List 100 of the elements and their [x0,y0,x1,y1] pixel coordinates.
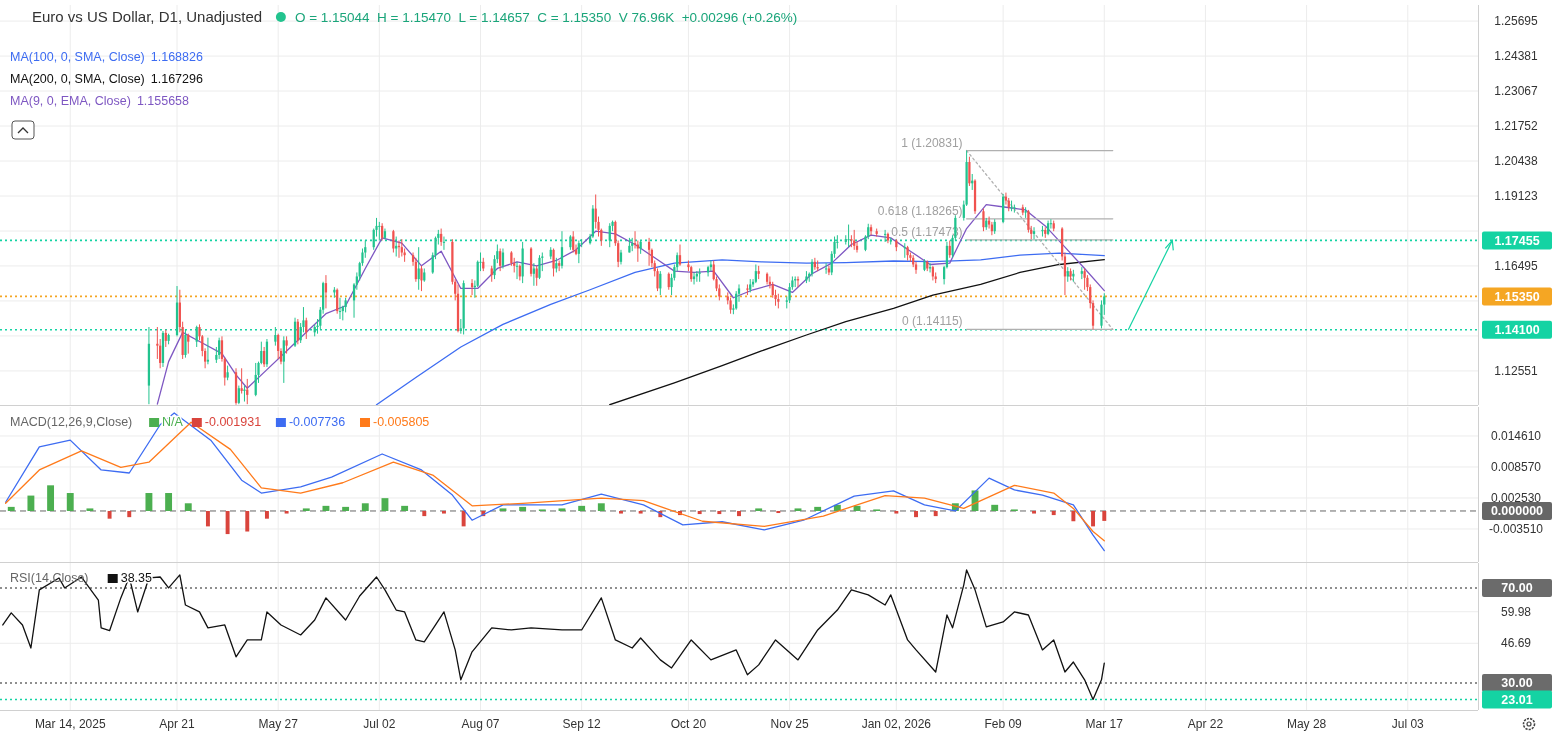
bar [519,506,527,511]
candlestick [532,262,535,287]
text: MA(9, 0, EMA, Close) 1.155658 [10,94,190,108]
bar [184,503,192,511]
text: MA(100, 0, SMA, Close) 1.168826 [10,50,203,64]
candlestick [608,222,611,248]
x-tick-label: Jul 02 [363,717,396,731]
bar [558,508,566,511]
line-series [375,252,1105,405]
legend-title: MACD(12,26,9,Close) [10,415,133,429]
bar [7,506,15,511]
ref-line-label: 1.14100 [1494,323,1540,338]
legend-label: -0.005805 [373,415,430,429]
y-tick-label: 0.002530 [1490,491,1542,505]
x-tick-label: Apr 22 [1187,717,1224,731]
candlestick [237,385,240,405]
candlestick [535,265,538,287]
candlestick [206,337,210,365]
bar [205,510,210,527]
x-tick-label: Aug 07 [461,717,500,731]
y-tick-label: 46.69 [1500,636,1532,651]
line-series [609,259,1105,405]
bar [578,505,586,511]
ref-line-label: 0.000000 [1490,504,1544,519]
x-tick-label: Sep 12 [562,717,601,731]
bar [165,493,173,511]
x-tick-label: Feb 09 [984,717,1023,731]
bar [442,510,446,514]
bar [302,508,310,511]
y-tick-label: 1.19123 [1494,189,1539,203]
bar [717,510,722,515]
candlestick [218,337,221,360]
legend-label: N/A [162,415,184,429]
bar [814,506,822,511]
bar [1032,510,1036,514]
bar [933,510,938,517]
candlestick [754,263,757,284]
bar [894,510,899,514]
bar [776,510,781,514]
ref-line-label: 23.01 [1501,693,1533,708]
bar [619,510,623,514]
candlestick [240,367,243,395]
bar [697,510,702,515]
legend-label: 38.35 [120,571,153,585]
candlestick [187,333,190,355]
bar [264,510,269,519]
candlestick [560,230,564,269]
bar [47,485,55,511]
bar [597,503,605,511]
bar [422,510,427,517]
ref-line-label: 1.15350 [1494,289,1540,304]
text: -0.001931 [204,415,262,429]
chart-subtitle: O = 1.15044 H = 1.15470 L = 1.14657 C = 1.15350 V 76.96K +0.00296 (+0.26%) [294,10,798,25]
bar [342,506,350,511]
candlestick [698,267,701,283]
candlestick [968,156,971,187]
y-tick-label: 1.12551 [1494,363,1539,378]
legend-label: -0.007736 [288,415,346,429]
bar [245,510,250,532]
bar [991,504,999,511]
bar [499,508,507,511]
x-tick-label: Jan 02, 2026 [861,717,932,731]
bar [1091,510,1096,527]
bar [461,510,466,527]
bar [638,510,643,514]
text: MA(200, 0, SMA, Close) 1.167296 [10,72,203,86]
candlestick [442,236,446,251]
bar [27,495,35,511]
annotation: 1 (1.20831) [901,135,963,150]
candlestick [577,240,580,264]
candlestick [156,326,159,360]
x-tick-label: May 28 [1286,717,1327,731]
bar [401,505,409,511]
y-tick-label: 1.24381 [1494,49,1539,64]
bar [914,510,918,518]
y-tick-label: 1.23067 [1494,84,1539,99]
bar [225,510,230,535]
bar [794,508,802,511]
y-tick-label: 1.20438 [1494,154,1539,169]
candlestick [709,259,713,272]
x-tick-label: Nov 25 [770,717,809,731]
annotation: 0.618 (1.18265) [877,203,963,218]
x-tick-label: Mar 17 [1085,717,1124,731]
candlestick [538,254,541,280]
candlestick [392,229,395,253]
candlestick [824,262,828,275]
candlestick [184,329,187,359]
bar [1102,510,1107,521]
x-tick-label: Oct 20 [670,717,707,731]
y-tick-label: 0.008570 [1490,460,1542,474]
bar [1051,510,1056,516]
x-tick-label: May 27 [258,717,299,731]
bar [361,503,369,511]
bar [145,493,153,511]
y-tick-label: 1.25695 [1494,14,1539,29]
ref-line-label: 1.17455 [1494,233,1540,248]
bar [127,510,132,518]
x-tick-label: Jul 03 [1391,717,1425,731]
line-series [2,569,1105,701]
bar [66,493,74,511]
